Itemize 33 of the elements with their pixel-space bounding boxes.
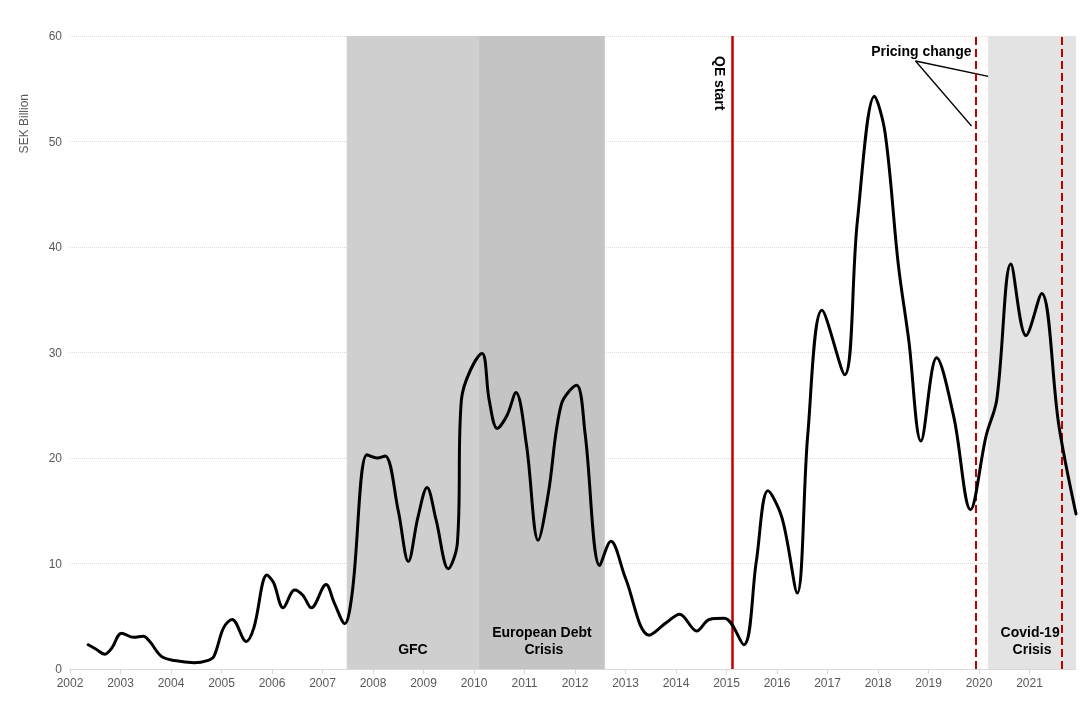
x-tick-label: 2006 — [258, 676, 286, 690]
x-tick-label: 2008 — [359, 676, 387, 690]
x-tick-label: 2005 — [208, 676, 236, 690]
x-tick-label: 2012 — [561, 676, 589, 690]
annotation: Pricing change — [871, 43, 972, 59]
x-tick-label: 2021 — [1016, 676, 1044, 690]
y-tick-label: 40 — [48, 240, 63, 254]
x-tick-label: 2002 — [56, 676, 84, 690]
x-tick-label: 2015 — [713, 676, 741, 690]
x-tick-label: 2016 — [763, 676, 791, 690]
x-tick-label: 2011 — [511, 676, 538, 690]
x-tick-label: 2017 — [814, 676, 842, 690]
y-tick-label: 60 — [48, 29, 63, 43]
x-tick-label: 2007 — [309, 676, 337, 690]
x-tick-label: 2010 — [460, 676, 488, 690]
x-tick-label: 2018 — [864, 676, 892, 690]
y-tick-label: 10 — [48, 556, 63, 571]
y-tick-label: 0 — [55, 662, 63, 676]
x-tick-label: 2014 — [662, 676, 690, 690]
x-tick-label: 2013 — [612, 676, 640, 690]
x-tick-label: 2020 — [965, 676, 993, 690]
y-tick-label: 30 — [48, 345, 63, 360]
x-tick-label: 2003 — [107, 676, 135, 690]
band-label: Covid-19 Crisis — [1000, 623, 1064, 657]
ref-line-label: QE start — [712, 56, 729, 111]
x-tick-label: 2009 — [410, 676, 438, 690]
x-tick-label: 2019 — [915, 676, 943, 690]
y-tick-label: 50 — [48, 134, 63, 149]
band-label: GFC — [398, 640, 428, 657]
band-label: European Debt Crisis — [492, 623, 593, 657]
y-axis-title: SEK Billion — [17, 94, 31, 154]
x-tick-label: 2004 — [157, 676, 185, 690]
y-tick-label: 20 — [48, 451, 63, 465]
